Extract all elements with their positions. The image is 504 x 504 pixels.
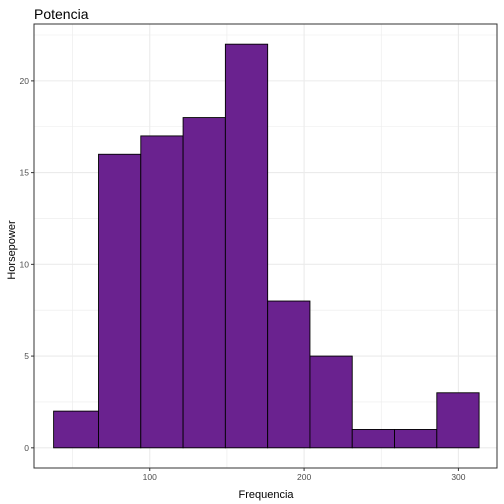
y-tick-label: 20 bbox=[20, 76, 30, 86]
y-tick-label: 5 bbox=[24, 351, 29, 361]
histogram-bar bbox=[53, 410, 99, 449]
y-tick-label: 10 bbox=[20, 259, 30, 269]
histogram-bar bbox=[224, 43, 269, 449]
chart-title: Potencia bbox=[34, 6, 89, 22]
x-axis-title: Frequencia bbox=[238, 489, 294, 501]
y-tick-label: 0 bbox=[24, 443, 29, 453]
histogram-bar bbox=[182, 117, 226, 449]
panel-border bbox=[33, 23, 498, 469]
x-tick-label: 200 bbox=[297, 472, 311, 482]
y-axis-title: Horsepower bbox=[6, 220, 18, 280]
x-tick-label: 300 bbox=[451, 472, 465, 482]
histogram-bar bbox=[394, 429, 438, 449]
histogram-bar bbox=[140, 135, 184, 449]
histogram-bar bbox=[351, 429, 395, 449]
histogram-bar bbox=[309, 355, 353, 449]
histogram-bars bbox=[53, 43, 480, 449]
x-tick-label: 100 bbox=[143, 472, 157, 482]
y-tick-label: 15 bbox=[20, 168, 30, 178]
histogram-bar bbox=[436, 392, 480, 449]
histogram-bar bbox=[267, 300, 311, 449]
axis-ticks: 100 200 300 0 5 10 15 20 bbox=[20, 76, 466, 482]
histogram-bar bbox=[98, 153, 142, 449]
